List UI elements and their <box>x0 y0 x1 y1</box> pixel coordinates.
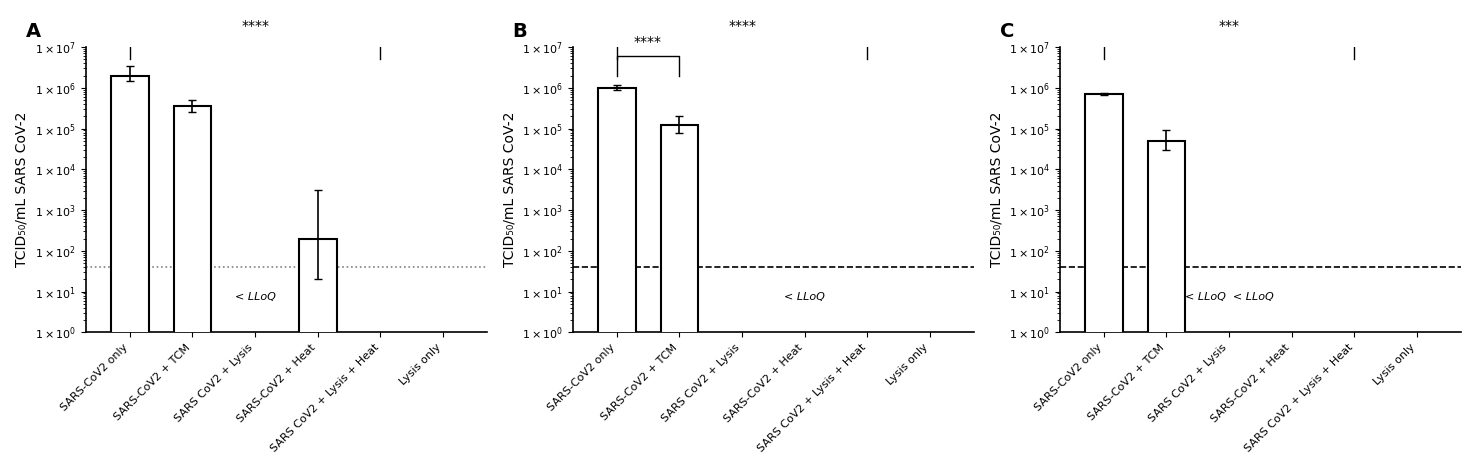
Y-axis label: TCID₅₀/mL SARS CoV-2: TCID₅₀/mL SARS CoV-2 <box>502 112 517 267</box>
Text: < LLoQ: < LLoQ <box>784 292 825 302</box>
Text: C: C <box>999 23 1014 41</box>
Text: A: A <box>25 23 41 41</box>
Text: ****: **** <box>728 19 756 33</box>
Bar <box>661 125 698 469</box>
Bar <box>1147 141 1185 469</box>
Bar <box>598 88 636 469</box>
Bar <box>300 239 337 469</box>
Bar <box>111 76 149 469</box>
Text: ****: **** <box>241 19 269 33</box>
Text: ***: *** <box>1219 19 1240 33</box>
Text: ****: **** <box>635 35 663 49</box>
Bar <box>174 106 211 469</box>
Text: < LLoQ  < LLoQ: < LLoQ < LLoQ <box>1185 292 1274 302</box>
Text: B: B <box>512 23 527 41</box>
Y-axis label: TCID₅₀/mL SARS CoV-2: TCID₅₀/mL SARS CoV-2 <box>15 112 30 267</box>
Y-axis label: TCID₅₀/mL SARS CoV-2: TCID₅₀/mL SARS CoV-2 <box>989 112 1004 267</box>
Bar <box>1085 94 1123 469</box>
Text: < LLoQ: < LLoQ <box>235 292 276 302</box>
